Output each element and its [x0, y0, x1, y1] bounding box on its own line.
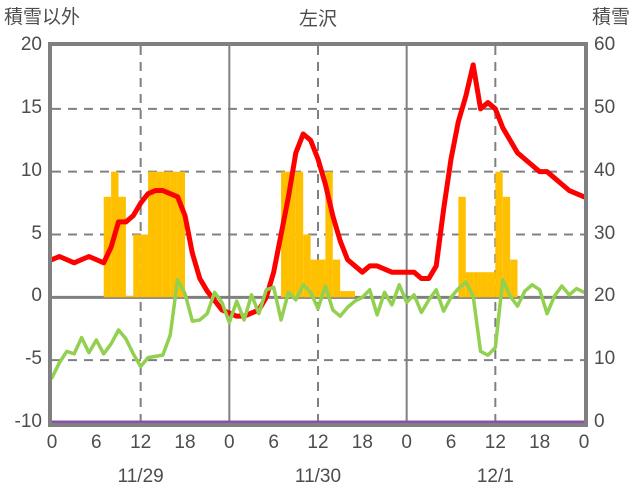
y-tick-left-6: -10 — [14, 411, 42, 432]
precip-bar — [281, 171, 289, 298]
precip-bar — [155, 171, 163, 298]
precip-bar — [340, 291, 348, 298]
x-tick-11: 18 — [529, 432, 551, 453]
precip-bar — [510, 259, 518, 298]
chart-title: 左沢 — [298, 9, 337, 30]
y-tick-right-4: 20 — [594, 285, 616, 307]
precip-bar — [118, 196, 126, 298]
right-axis-title: 積雪 — [591, 7, 630, 28]
precip-bar — [310, 259, 318, 298]
plot-inner — [52, 46, 584, 423]
precip-bar — [133, 234, 141, 298]
x-tick-9: 6 — [445, 432, 457, 453]
y-tick-right-6: 0 — [594, 411, 605, 432]
precip-bar — [177, 171, 185, 298]
y-tick-left-2: 10 — [20, 159, 42, 181]
chart-canvas — [52, 46, 584, 423]
y-tick-left-0: 20 — [20, 34, 42, 55]
x-tick-5: 6 — [268, 432, 279, 453]
precip-bar — [347, 291, 355, 298]
x-tick-3: 18 — [174, 432, 196, 453]
y-tick-left-3: 5 — [31, 222, 42, 244]
x-tick-12: 0 — [578, 432, 590, 453]
x-tick-2: 12 — [130, 432, 152, 453]
y-axis-left-ticks: 20 15 10 5 0 -5 -10 — [0, 0, 42, 501]
x-tick-6: 12 — [307, 432, 329, 453]
y-tick-left-4: 0 — [31, 285, 42, 307]
day-label-0: 11/29 — [117, 466, 164, 487]
left-axis-title: 積雪以外 — [4, 7, 81, 28]
precip-bar — [465, 272, 474, 298]
y-tick-right-1: 50 — [594, 96, 616, 118]
precip-bar — [332, 259, 341, 298]
day-label-2: 12/1 — [476, 466, 514, 487]
precip-bar — [295, 171, 304, 298]
precip-bar — [502, 196, 511, 298]
x-tick-7: 18 — [351, 432, 373, 453]
snow-depth-line — [52, 62, 584, 319]
precip-bar — [140, 234, 149, 298]
day-label-1: 11/30 — [294, 466, 342, 487]
x-tick-8: 0 — [401, 432, 412, 453]
x-tick-10: 12 — [484, 432, 506, 453]
y-tick-left-5: -5 — [25, 348, 42, 370]
precip-bar — [103, 196, 112, 298]
precip-bar — [288, 171, 296, 298]
y-tick-right-3: 30 — [594, 222, 616, 244]
precip-bar — [162, 171, 171, 298]
precip-bar — [325, 171, 333, 298]
precip-bar — [495, 171, 503, 298]
precip-bar — [170, 171, 178, 298]
x-tick-1: 6 — [91, 432, 102, 453]
precip-bar — [318, 259, 326, 298]
y-tick-left-1: 15 — [20, 96, 42, 118]
precipitation-bars — [103, 171, 518, 298]
y-axis-right-ticks: 60 50 40 30 20 10 0 — [594, 0, 636, 501]
other-line — [52, 277, 584, 380]
precip-bar — [148, 171, 156, 298]
x-tick-0: 0 — [46, 432, 58, 453]
y-tick-right-5: 10 — [594, 348, 616, 370]
y-tick-right-0: 60 — [594, 34, 616, 55]
precip-bar — [303, 234, 311, 298]
plot-area — [48, 42, 588, 427]
precip-bar — [473, 272, 481, 298]
precip-bar — [458, 196, 466, 298]
y-tick-right-2: 40 — [594, 159, 616, 181]
precip-bar — [487, 272, 496, 298]
precip-bar — [125, 296, 134, 298]
x-tick-4: 0 — [224, 432, 235, 453]
precip-bar — [480, 272, 488, 298]
